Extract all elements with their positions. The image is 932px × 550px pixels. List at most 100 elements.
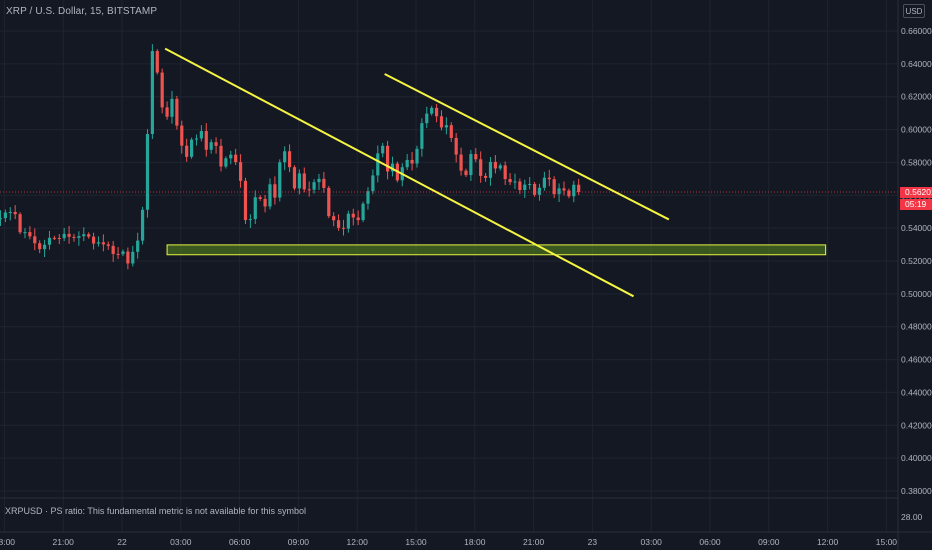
x-tick-label: 12:00 bbox=[347, 537, 369, 547]
candle-body bbox=[287, 151, 292, 168]
y-tick-label: 0.48000 bbox=[901, 322, 932, 332]
candle-body bbox=[263, 198, 267, 207]
candle-body bbox=[430, 107, 434, 114]
y-tick-label: 0.50000 bbox=[901, 289, 932, 299]
candle-body bbox=[302, 173, 306, 190]
candle-body bbox=[273, 184, 277, 198]
candle-body bbox=[219, 145, 223, 167]
candle-body bbox=[292, 167, 297, 189]
candle-body bbox=[283, 151, 287, 163]
candle-body bbox=[258, 197, 262, 199]
symbol-title[interactable]: XRP / U.S. Dollar, 15, BITSTAMP bbox=[6, 6, 158, 17]
support-zone bbox=[166, 244, 827, 256]
countdown-label: 05:19 bbox=[900, 199, 932, 210]
candle-body bbox=[381, 145, 385, 154]
candle-body bbox=[77, 236, 81, 238]
support-zone-layer bbox=[166, 244, 827, 256]
candle-body bbox=[366, 191, 370, 204]
candle-body bbox=[528, 183, 532, 185]
candle-body bbox=[8, 212, 12, 214]
candle-body bbox=[376, 153, 380, 176]
candle-body bbox=[111, 245, 115, 254]
candle-body bbox=[557, 188, 561, 195]
candle-body bbox=[410, 159, 414, 164]
candle-body bbox=[185, 145, 189, 157]
candle-body bbox=[532, 183, 537, 195]
candle-body bbox=[126, 251, 130, 264]
candle-body bbox=[547, 177, 551, 180]
candle-body bbox=[199, 131, 203, 139]
trendlines-layer bbox=[0, 47, 898, 298]
candle-body bbox=[454, 137, 458, 155]
candle-body bbox=[523, 184, 527, 191]
x-tick-label: 09:00 bbox=[758, 537, 780, 547]
candle-body bbox=[346, 213, 350, 229]
candle-body bbox=[327, 187, 331, 217]
candle-body bbox=[332, 216, 336, 221]
x-tick-label: 22 bbox=[117, 537, 127, 547]
candle-body bbox=[234, 154, 238, 163]
x-tick-label: 06:00 bbox=[229, 537, 251, 547]
candle-body bbox=[194, 138, 199, 140]
candle-body bbox=[0, 218, 3, 220]
candle-body bbox=[420, 123, 424, 149]
candle-body bbox=[140, 209, 145, 241]
trendline bbox=[384, 73, 670, 221]
candle-body bbox=[23, 232, 27, 234]
candle-body bbox=[204, 131, 208, 150]
candle-body bbox=[150, 51, 154, 135]
x-tick-label: 15:00 bbox=[405, 537, 427, 547]
y-tick-label: 0.44000 bbox=[901, 387, 932, 397]
candle-body bbox=[464, 170, 468, 176]
candle-body bbox=[385, 145, 390, 172]
candle-body bbox=[91, 236, 96, 244]
candle-body bbox=[42, 244, 47, 250]
candle-body bbox=[508, 179, 512, 183]
candle-body bbox=[116, 253, 120, 255]
candle-body bbox=[390, 163, 395, 172]
y-tick-label: 0.38000 bbox=[901, 486, 932, 496]
candle-body bbox=[33, 236, 37, 244]
candle-body bbox=[425, 113, 429, 124]
ps-ratio-note: XRPUSD · PS ratio: This fundamental metr… bbox=[5, 506, 306, 516]
candle-body bbox=[537, 187, 542, 195]
candle-body bbox=[214, 142, 218, 146]
candle-body bbox=[493, 161, 497, 169]
candle-body bbox=[361, 203, 365, 221]
candle-body bbox=[469, 154, 473, 176]
candle-body bbox=[351, 213, 355, 218]
candle-body bbox=[106, 244, 110, 246]
candle-body bbox=[518, 181, 522, 191]
candle-body bbox=[542, 177, 546, 188]
candle-body bbox=[371, 175, 375, 192]
candle-body bbox=[336, 220, 341, 228]
candle-body bbox=[488, 161, 493, 178]
candle-body bbox=[459, 154, 463, 171]
y-tick-label: 0.42000 bbox=[901, 420, 932, 430]
candle-body bbox=[434, 107, 439, 117]
currency-button[interactable]: USD bbox=[903, 4, 925, 18]
candle-body bbox=[145, 134, 150, 210]
candle-body bbox=[444, 125, 448, 128]
candle-body bbox=[415, 148, 419, 164]
candle-body bbox=[248, 219, 252, 221]
y-tick-label: 0.40000 bbox=[901, 453, 932, 463]
candle-body bbox=[238, 162, 243, 181]
candle-body bbox=[356, 217, 360, 221]
candle-body bbox=[317, 178, 321, 183]
candle-body bbox=[47, 237, 52, 245]
candle-body bbox=[513, 181, 517, 183]
candle-body bbox=[170, 98, 174, 117]
candle-body bbox=[131, 251, 135, 264]
candle-body bbox=[155, 51, 159, 73]
candle-body bbox=[562, 188, 566, 191]
candle-body bbox=[229, 154, 233, 159]
candle-body bbox=[479, 159, 483, 176]
candle-body bbox=[567, 190, 571, 197]
x-tick-label: 12:00 bbox=[817, 537, 839, 547]
x-tick-label: 21:00 bbox=[53, 537, 75, 547]
candle-body bbox=[57, 238, 61, 239]
candle-body bbox=[13, 212, 17, 215]
candle-body bbox=[82, 234, 86, 237]
